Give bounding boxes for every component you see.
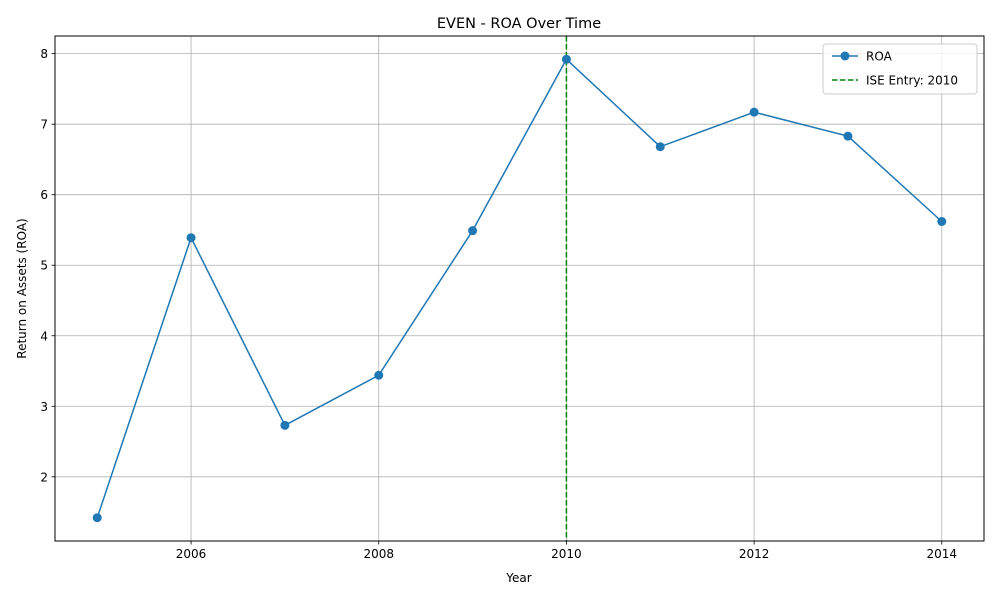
roa-data-point <box>937 216 947 226</box>
legend: ROA ISE Entry: 2010 <box>822 43 978 95</box>
legend-label-ise-entry: ISE Entry: 2010 <box>866 74 958 88</box>
y-tick-label: 7 <box>40 118 48 132</box>
plot-frame <box>54 35 985 542</box>
roa-data-point <box>468 226 478 236</box>
chart-title: EVEN - ROA Over Time <box>437 16 601 32</box>
x-tick-label: 2006 <box>176 547 207 561</box>
y-axis-title: Return on Assets (ROA) <box>15 218 29 358</box>
roa-data-point <box>186 233 196 243</box>
roa-data-point <box>843 131 853 141</box>
roa-data-point <box>655 142 665 152</box>
series-layer <box>92 54 947 523</box>
y-tick-label: 2 <box>40 470 48 484</box>
x-tick-label: 2008 <box>363 547 394 561</box>
roa-series-line <box>96 58 943 518</box>
y-tick-label: 5 <box>40 259 48 273</box>
axis-ticks: 2006 2008 2010 2012 2014 2 3 4 5 6 7 8 <box>40 47 957 561</box>
roa-data-point <box>749 107 759 117</box>
x-tick-label: 2014 <box>926 547 957 561</box>
y-tick-label: 4 <box>40 329 48 343</box>
y-tick-label: 6 <box>40 188 48 202</box>
legend-box <box>822 43 978 95</box>
x-tick-label: 2012 <box>739 547 770 561</box>
legend-marker-roa <box>840 51 850 61</box>
x-axis-title: Year <box>505 571 531 585</box>
roa-data-point <box>280 420 290 430</box>
y-tick-label: 8 <box>40 47 48 61</box>
roa-data-point <box>92 513 102 523</box>
legend-label-roa: ROA <box>866 50 893 64</box>
x-tick-label: 2010 <box>551 547 582 561</box>
y-tick-label: 3 <box>40 400 48 414</box>
roa-data-point <box>374 370 384 380</box>
roa-data-point <box>561 54 571 64</box>
